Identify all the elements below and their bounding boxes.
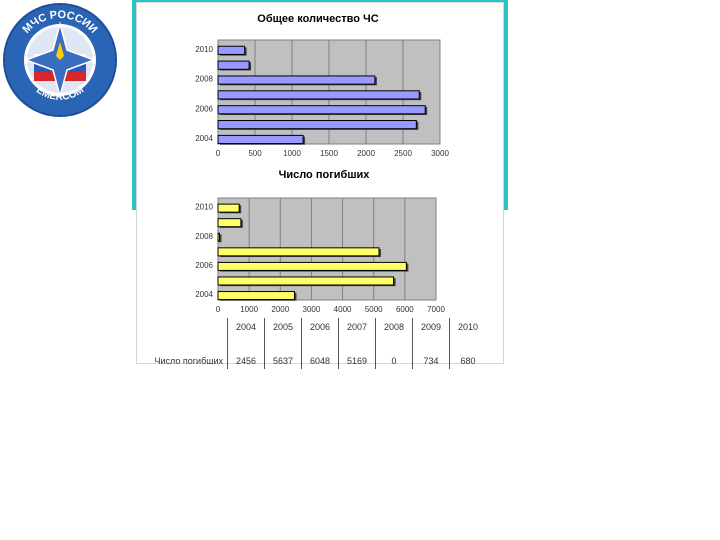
x-tick-label: 2000 (357, 149, 375, 158)
x-tick-label: 4000 (334, 305, 352, 314)
bar (217, 218, 242, 228)
x-tick-label: 7000 (427, 305, 445, 314)
table-value-cell: 0 (375, 352, 413, 369)
y-tick-label: 2006 (195, 261, 213, 270)
bar (217, 45, 246, 55)
x-tick-label: 500 (248, 149, 262, 158)
bar (217, 75, 376, 85)
bar-shadow (220, 234, 222, 243)
bar (217, 105, 426, 115)
bar (217, 90, 420, 100)
table-year-cell: 2009 (412, 318, 450, 335)
table-value-cell: 680 (449, 352, 486, 369)
x-tick-label: 1000 (283, 149, 301, 158)
table-year-cell: 2006 (301, 318, 339, 335)
bar (217, 291, 295, 301)
table-row: Число погибших 2456 5637 6048 5169 0 734… (143, 352, 486, 369)
emercom-logo: МЧС РОССИИ EMERCOM (3, 3, 117, 117)
x-tick-label: 2500 (394, 149, 412, 158)
table-year-cell: 2010 (449, 318, 486, 335)
table-row-label: Число погибших (154, 355, 223, 366)
y-tick-label: 2004 (195, 290, 213, 299)
bar (217, 134, 304, 145)
emergencies-chart: Общее количество ЧС 0 500 1000 1500 2000 2500… (195, 13, 449, 158)
table-year-cell: 2008 (375, 318, 413, 335)
table-spacer-row (143, 335, 486, 352)
y-tick-label: 2004 (195, 134, 213, 143)
table-value-cell: 5169 (338, 352, 376, 369)
bar (217, 247, 380, 257)
x-tick-label: 0 (216, 149, 221, 158)
bar (217, 276, 395, 286)
x-tick-label: 3000 (431, 149, 449, 158)
bar (217, 60, 250, 70)
table-value-cell: 5637 (264, 352, 302, 369)
chart-title: Общее количество ЧС (257, 13, 378, 25)
table-value-cell: 734 (412, 352, 450, 369)
table-value-cell: 2456 (227, 352, 265, 369)
y-tick-label: 2006 (195, 104, 213, 113)
y-tick-label: 2010 (195, 45, 213, 54)
table-year-cell: 2004 (227, 318, 265, 335)
x-tick-label: 0 (216, 305, 221, 314)
y-tick-label: 2008 (195, 75, 213, 84)
table-corner-cell (143, 318, 228, 335)
deaths-data-table: 2004 2005 2006 2007 2008 2009 2010 Число… (143, 318, 486, 369)
chart-title: Число погибших (279, 169, 371, 181)
deaths-chart: Число погибших 0 1000 2000 3000 4000 5000 6000… (195, 169, 445, 314)
logo-bottom-text: EMERCOM (34, 85, 86, 103)
table-year-cell: 2005 (264, 318, 302, 335)
x-tick-label: 1500 (320, 149, 338, 158)
x-tick-label: 2000 (271, 305, 289, 314)
x-tick-label: 3000 (303, 305, 321, 314)
x-tick-label: 1000 (240, 305, 258, 314)
y-tick-label: 2010 (195, 203, 213, 212)
table-value-cell: 6048 (301, 352, 339, 369)
bar (217, 203, 240, 213)
bar (217, 120, 417, 130)
table-header-row: 2004 2005 2006 2007 2008 2009 2010 (143, 318, 486, 335)
x-tick-label: 5000 (365, 305, 383, 314)
bar (217, 232, 220, 242)
x-tick-label: 6000 (396, 305, 414, 314)
bar (217, 261, 407, 271)
table-year-cell: 2007 (338, 318, 376, 335)
y-tick-label: 2008 (195, 232, 213, 241)
